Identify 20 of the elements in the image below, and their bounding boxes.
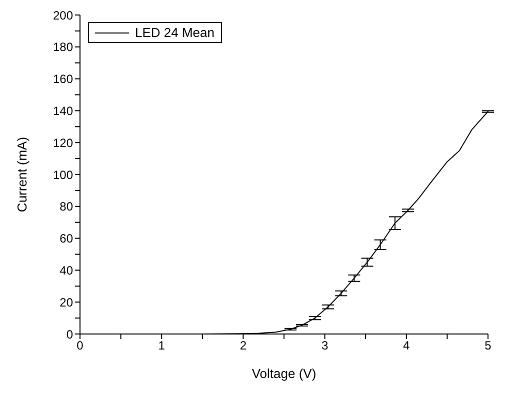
y-tick-label: 120 — [52, 136, 74, 150]
y-tick-label: 60 — [60, 232, 74, 246]
y-tick-label: 100 — [52, 168, 74, 182]
x-tick-label: 5 — [484, 338, 492, 353]
x-tick-label: 2 — [240, 338, 247, 353]
y-tick-label: 140 — [52, 104, 74, 118]
y-tick-label: 200 — [52, 8, 74, 22]
legend-label: LED 24 Mean — [135, 25, 214, 40]
y-tick-label: 40 — [60, 263, 74, 278]
y-tick-label: 80 — [60, 200, 74, 214]
y-tick-label: 160 — [52, 72, 74, 86]
y-tick-label: 0 — [66, 327, 74, 342]
y-tick-label: 20 — [60, 295, 74, 310]
x-tick-label: 0 — [76, 338, 84, 353]
y-axis-title: Current (mA) — [14, 136, 30, 212]
y-tick-label: 180 — [52, 40, 74, 54]
x-axis-title: Voltage (V) — [252, 366, 316, 381]
x-tick-label: 3 — [321, 338, 328, 353]
x-tick-label: 1 — [158, 338, 166, 353]
x-tick-label: 4 — [403, 338, 410, 353]
